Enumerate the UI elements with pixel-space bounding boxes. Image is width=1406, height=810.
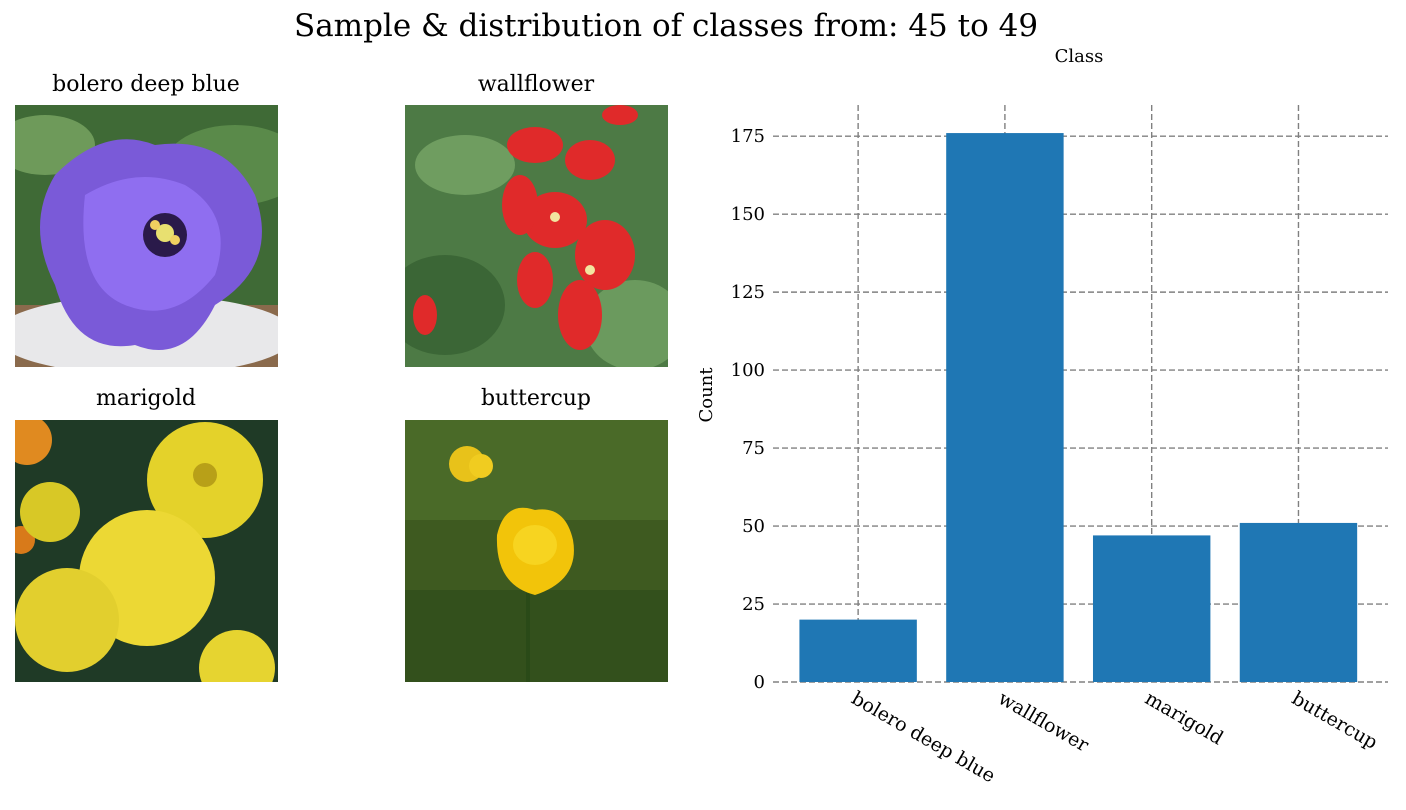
y-tick-label: 125	[731, 282, 765, 303]
y-tick-label: 50	[742, 516, 765, 537]
sample-image-buttercup	[405, 420, 668, 682]
y-tick-label: 25	[742, 594, 765, 615]
sample-title-buttercup: buttercup	[480, 386, 592, 411]
x-tick-label: marigold	[1141, 687, 1227, 749]
y-tick-label: 75	[742, 438, 765, 459]
sample-title-wallflower: wallflower	[477, 72, 595, 97]
bar	[1239, 522, 1358, 682]
x-tick-label: bolero deep blue	[848, 687, 999, 787]
bar	[799, 619, 917, 682]
y-tick-label: 100	[731, 360, 765, 381]
sample-title-marigold: marigold	[96, 386, 196, 411]
bar	[1092, 535, 1211, 682]
y-tick-label: 175	[731, 126, 765, 147]
sample-image-bolero	[15, 105, 278, 367]
sample-image-wallflower	[405, 105, 668, 367]
x-tick-label: wallflower	[994, 687, 1093, 757]
x-tick-label: buttercup	[1288, 687, 1381, 754]
sample-title-bolero: bolero deep blue	[52, 72, 240, 97]
y-axis-label: Count	[696, 367, 717, 423]
sample-image-marigold	[15, 420, 278, 682]
y-tick-label: 0	[754, 672, 765, 693]
chart-title: Class	[1055, 46, 1104, 67]
y-tick-label: 150	[731, 204, 765, 225]
bar	[946, 133, 1064, 683]
figure-title: Sample & distribution of classes from: 4…	[293, 8, 1039, 44]
